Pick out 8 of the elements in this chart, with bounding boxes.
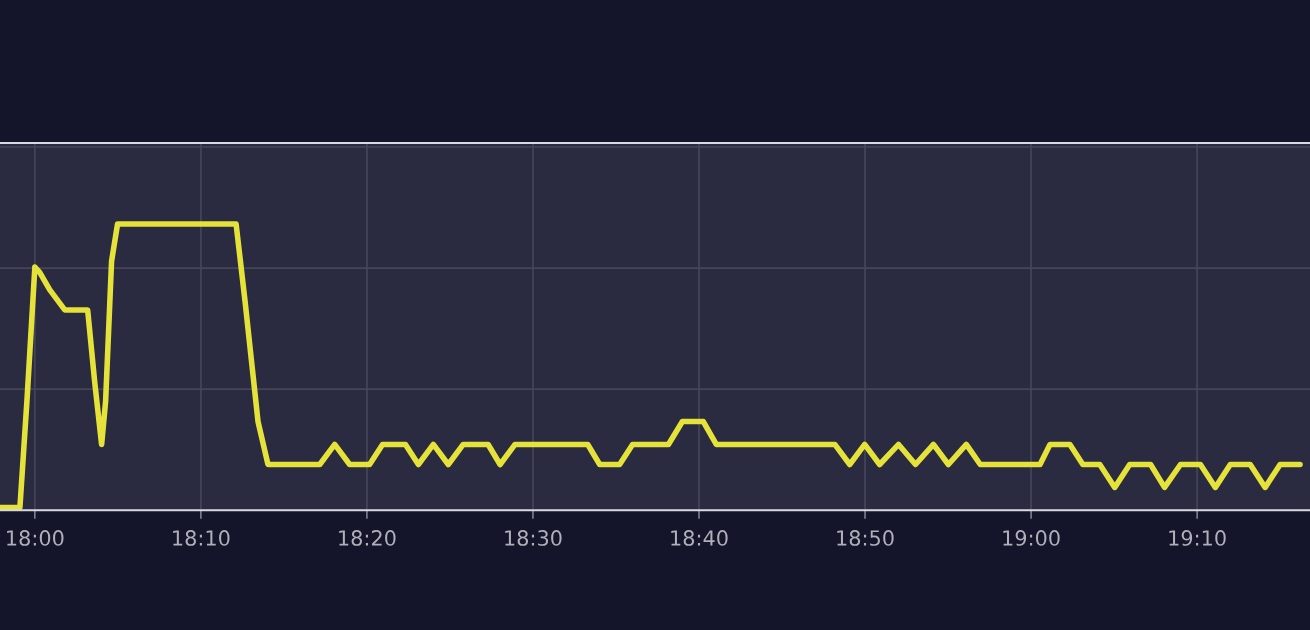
x-tick-label: 19:00	[1003, 530, 1060, 546]
x-tick-label: 18:20	[339, 530, 396, 546]
x-tick-label: 18:30	[505, 530, 562, 546]
x-tick-label: 19:10	[1169, 530, 1226, 546]
x-tick-label: 18:00	[7, 530, 64, 546]
x-tick-label: 18:50	[837, 530, 894, 546]
x-tick-label: 18:40	[671, 530, 728, 546]
x-tick-label: 18:10	[173, 530, 230, 546]
